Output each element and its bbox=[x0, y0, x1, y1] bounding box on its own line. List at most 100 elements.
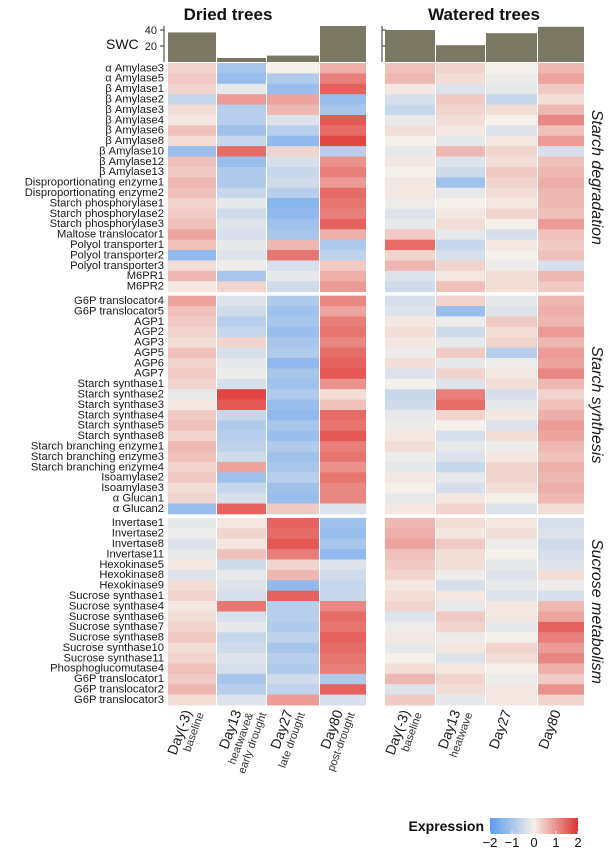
heatmap-cell bbox=[538, 114, 584, 126]
heatmap-cell bbox=[168, 270, 216, 282]
heatmap-cell bbox=[385, 451, 435, 463]
heatmap-cell bbox=[436, 337, 485, 349]
heatmap-cell bbox=[168, 281, 216, 293]
heatmap-cell bbox=[320, 187, 366, 199]
heatmap-cell bbox=[385, 549, 435, 560]
heatmap-cell bbox=[486, 177, 537, 189]
gene-label: Starch synthase3 bbox=[78, 399, 164, 411]
gene-label: Sucrose synthase11 bbox=[63, 652, 164, 664]
heatmap-cell bbox=[320, 208, 366, 220]
heatmap-cell bbox=[217, 146, 266, 157]
heatmap-cell bbox=[217, 409, 266, 421]
gene-label: Invertase8 bbox=[112, 538, 164, 550]
heatmap-cell bbox=[267, 420, 319, 432]
heatmap-cell bbox=[320, 306, 366, 317]
legend-tick-label: −2 bbox=[483, 835, 498, 850]
heatmap-cell bbox=[538, 482, 584, 494]
heatmap-cell bbox=[538, 611, 584, 623]
heatmap-cell bbox=[486, 316, 537, 328]
gene-label: G6P translocator2 bbox=[74, 684, 164, 696]
heatmap-cell bbox=[385, 295, 435, 307]
heatmap-cell bbox=[436, 528, 485, 540]
heatmap-cell bbox=[320, 451, 366, 463]
heatmap-cell bbox=[320, 611, 366, 623]
heatmap-cell bbox=[385, 281, 435, 293]
heatmap-cell bbox=[436, 493, 485, 504]
heatmap-cell bbox=[486, 389, 537, 400]
heatmap-cell bbox=[486, 135, 537, 147]
heatmap-cell bbox=[267, 135, 319, 147]
heatmap-cell bbox=[538, 441, 584, 452]
gene-label: Disproportionating enzyme2 bbox=[25, 187, 164, 199]
heatmap-cell bbox=[486, 399, 537, 411]
heatmap-cell bbox=[486, 569, 537, 581]
heatmap-cell bbox=[385, 73, 435, 85]
heatmap-cell bbox=[436, 295, 485, 307]
column-day-label: Day27 bbox=[485, 707, 514, 751]
heatmap-cell bbox=[486, 358, 537, 369]
heatmap-cell bbox=[486, 409, 537, 421]
heatmap-cell bbox=[267, 229, 319, 241]
heatmap-cell bbox=[436, 73, 485, 85]
heatmap-cell bbox=[538, 270, 584, 282]
heatmap-cell bbox=[436, 146, 485, 157]
heatmap-cell bbox=[267, 673, 319, 685]
heatmap-cell bbox=[486, 239, 537, 251]
heatmap-cell bbox=[486, 482, 537, 494]
heatmap-cell bbox=[486, 347, 537, 359]
heatmap-cell bbox=[217, 239, 266, 251]
heatmap-cell bbox=[168, 135, 216, 147]
heatmap-cell bbox=[385, 326, 435, 338]
heatmap-cell bbox=[168, 389, 216, 400]
heatmap-cell bbox=[436, 472, 485, 484]
section-label: Sucrose metabolism bbox=[588, 539, 605, 684]
heatmap-cell bbox=[436, 270, 485, 282]
heatmap-cell bbox=[267, 187, 319, 199]
heatmap-cell bbox=[320, 653, 366, 664]
heatmap-cell bbox=[320, 198, 366, 209]
heatmap-cell bbox=[320, 326, 366, 338]
gene-label: Disproportionating enzyme1 bbox=[25, 177, 164, 189]
gene-label: Phosphoglucomutase4 bbox=[50, 663, 164, 675]
heatmap-cell bbox=[538, 239, 584, 251]
heatmap-cell bbox=[267, 559, 319, 571]
heatmap-cell bbox=[217, 653, 266, 664]
gene-label: M6PR2 bbox=[127, 281, 164, 293]
heatmap-cell bbox=[320, 694, 366, 706]
heatmap-cell bbox=[486, 295, 537, 307]
heatmap-cell bbox=[168, 441, 216, 452]
heatmap-cell bbox=[385, 368, 435, 380]
heatmap-cell bbox=[267, 368, 319, 380]
heatmap-cell bbox=[267, 94, 319, 105]
heatmap-cell bbox=[385, 316, 435, 328]
heatmap-cell bbox=[538, 663, 584, 675]
heatmap-cell bbox=[267, 611, 319, 623]
swc-bar bbox=[217, 58, 266, 62]
swc-bar bbox=[320, 26, 366, 62]
heatmap-cell bbox=[486, 673, 537, 685]
heatmap-cell bbox=[217, 517, 266, 529]
heatmap-cell bbox=[486, 218, 537, 230]
heatmap-cell bbox=[267, 430, 319, 442]
gene-label: AGP1 bbox=[134, 316, 164, 328]
heatmap-cell bbox=[267, 250, 319, 261]
heatmap-cell bbox=[538, 135, 584, 147]
heatmap-cell bbox=[385, 590, 435, 602]
heatmap-cell bbox=[217, 389, 266, 400]
heatmap-cell bbox=[168, 621, 216, 633]
heatmap-cell bbox=[436, 326, 485, 338]
heatmap-cell bbox=[320, 239, 366, 251]
heatmap-cell bbox=[538, 347, 584, 359]
heatmap-cell bbox=[385, 621, 435, 633]
heatmap-cell bbox=[385, 187, 435, 199]
heatmap-cell bbox=[168, 503, 216, 515]
heatmap-cell bbox=[538, 461, 584, 473]
heatmap-cell bbox=[486, 503, 537, 515]
heatmap-cell bbox=[267, 694, 319, 706]
heatmap-cell bbox=[217, 104, 266, 116]
heatmap-cell bbox=[267, 684, 319, 696]
heatmap-cell bbox=[436, 663, 485, 675]
heatmap-cell bbox=[486, 621, 537, 633]
heatmap-cell bbox=[385, 409, 435, 421]
heatmap-cell bbox=[385, 642, 435, 654]
